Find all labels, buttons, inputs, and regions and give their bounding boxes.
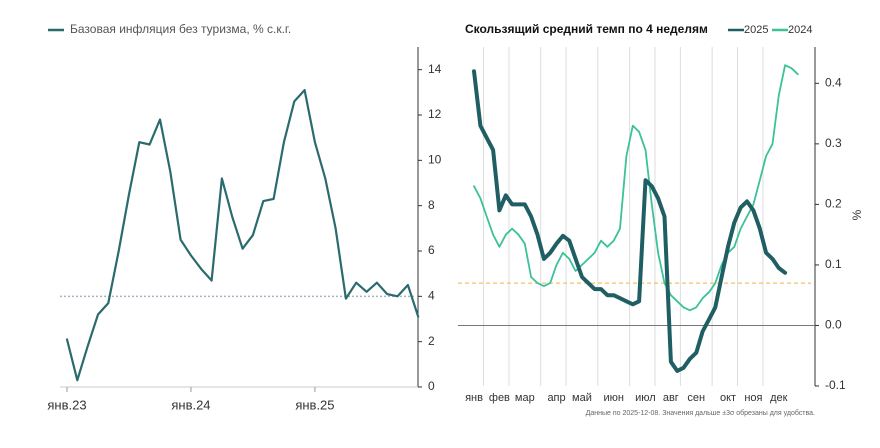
legend-label: Базовая инфляция без туризма, % с.к.г. — [70, 22, 291, 36]
chart-title: Скользящий средний темп по 4 неделям — [465, 22, 708, 36]
y-tick-label: 6 — [428, 243, 435, 257]
y-tick-label: 0.1 — [825, 257, 842, 271]
x-tick-label: мар — [515, 392, 535, 404]
x-tick-label: сен — [687, 392, 705, 404]
x-tick-label: янв.24 — [171, 397, 210, 412]
y-tick-label: 4 — [428, 289, 435, 303]
x-tick-label: апр — [547, 392, 565, 404]
y-tick-label: 12 — [428, 107, 442, 121]
y-tick-label: 10 — [428, 153, 442, 167]
x-tick-label: янв.23 — [47, 397, 86, 412]
x-tick-label: ноя — [744, 392, 762, 404]
y-tick-label: -0.1 — [825, 378, 846, 392]
x-tick-label: фев — [489, 392, 510, 404]
x-tick-label: окт — [720, 392, 736, 404]
legend-label: 2025 — [744, 24, 768, 36]
y-tick-label: 0.3 — [825, 136, 842, 150]
y-tick-label: 0 — [428, 379, 435, 393]
x-tick-label: май — [572, 392, 592, 404]
x-tick-label: янв — [465, 392, 483, 404]
x-tick-label: июн — [603, 392, 623, 404]
series-line — [472, 69, 788, 373]
x-tick-label: янв.25 — [295, 397, 334, 412]
y-tick-label: 14 — [428, 62, 442, 76]
y-tick-label: 2 — [428, 334, 435, 348]
x-tick-label: дек — [770, 392, 788, 404]
y-tick-label: 8 — [428, 198, 435, 212]
series-line — [65, 89, 420, 382]
x-tick-label: июл — [635, 392, 656, 404]
series-line — [473, 64, 799, 312]
y-tick-label: 0.2 — [825, 197, 842, 211]
y-axis-label: % — [850, 209, 864, 220]
y-tick-label: 0.4 — [825, 75, 842, 89]
legend-label: 2024 — [788, 24, 812, 36]
x-tick-label: авг — [663, 392, 679, 404]
y-tick-label: 0.0 — [825, 318, 842, 332]
footnote: Данные по 2025-12-08. Значения дальше ±3… — [586, 409, 815, 417]
